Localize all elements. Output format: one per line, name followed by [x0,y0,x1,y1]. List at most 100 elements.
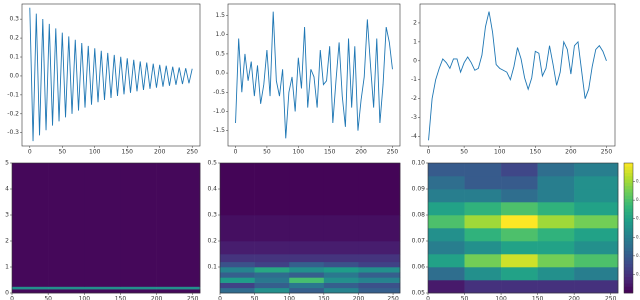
heatmap-cell [574,202,619,216]
heatmap-cell [464,254,502,268]
heatmap-cell [574,241,619,255]
colorbar-tick-label: 0.2 [636,253,640,258]
heatmap-cell [501,254,538,268]
heatmap-cell [220,163,255,216]
heatmap-cell [537,202,575,216]
heatmap-cell [501,176,538,190]
colorbar-band [624,163,633,167]
heatmap-cell [120,163,157,287]
heatmap-cell [537,176,575,190]
heatmap-cell [428,254,465,268]
heatmap-cell [220,267,255,273]
x-tick-label: 150 [318,296,330,300]
heatmap-cell [289,254,325,263]
x-tick-label: 100 [494,149,506,156]
axes-frame [219,162,401,294]
heatmap-cell [12,289,49,294]
heatmap-cell [464,267,502,281]
x-tick-label: 250 [387,149,399,156]
heatmap-cell [156,289,201,294]
x-tick-label: 100 [284,296,296,300]
colorbar-band [624,182,633,187]
colorbar-band [624,176,633,180]
colorbar-tick-label: 0.5 [636,197,640,202]
colorbar-band [624,195,633,200]
y-tick-label: -0.1 [7,91,19,98]
colorbar-band [624,185,633,190]
colorbar-band [624,237,633,242]
heatmap-cell [84,289,121,294]
heatmap-cell [464,241,502,255]
heatmap-cell [537,267,575,281]
y-tick-label: 2 [413,19,417,26]
heatmap-cell [428,176,465,190]
colorbar-band [624,260,633,265]
heatmap-cell [574,189,619,203]
heatmap-cell [289,272,325,278]
heatmap-cell [574,163,619,177]
colorbar-band [624,228,633,232]
heatmap-cell [537,215,575,229]
x-tick-label: 200 [353,296,365,300]
y-tick-label: 0.10 [412,160,426,167]
heatmap-cell [428,241,465,255]
y-tick-label: -3 [411,114,417,121]
heatmap-cell [428,202,465,216]
heatmap-cell [156,163,201,287]
x-tick-label: 50 [58,149,66,156]
colorbar-band [624,218,633,222]
heatmap-cell [537,228,575,242]
heatmap-cell [156,286,201,290]
heatmap-cell [220,215,255,242]
heatmap-cell [464,176,502,190]
y-tick-label: 5 [5,160,9,167]
y-tick-label: 0 [413,57,417,64]
heatmap-cell [254,277,290,283]
heatmap-cell [220,241,255,255]
x-tick-label: 0 [218,296,222,300]
x-tick-label: 0 [427,149,431,156]
y-tick-label: 0.5 [207,160,217,167]
axes-frame [21,3,201,147]
y-tick-label: 1.0 [215,31,225,38]
heatmap-cell [501,189,538,203]
x-tick-label: 150 [530,149,542,156]
heatmap-cell [574,228,619,242]
colorbar-band [624,211,633,216]
heatmap-cell [464,280,502,294]
heatmap-cell [574,254,619,268]
heatmap-cell [501,280,538,294]
heatmap-cell [464,202,502,216]
x-tick-label: 200 [568,296,580,300]
x-tick-label: 200 [355,149,367,156]
heatmap-cell [501,202,538,216]
y-tick-label: 0.5 [215,50,225,57]
heatmap-cell [537,163,575,177]
heatmap-cell [323,277,359,283]
colorbar-band [624,289,633,294]
heatmap-cell [289,241,325,255]
x-tick-label: 200 [151,296,163,300]
colorbar-band [624,172,633,177]
heatmap-cell [12,286,49,290]
heatmap-cell [358,287,401,294]
y-tick-label: 0.3 [9,16,19,23]
heatmap-cell [323,163,359,216]
heatmap-cell [254,272,290,278]
heatmap-cell [323,267,359,273]
x-tick-label: 0 [426,296,430,300]
heatmap-cell [501,163,538,177]
heatmap-cell [428,228,465,242]
y-tick-label: 0.1 [9,54,19,61]
colorbar-band [624,179,633,183]
colorbar-band [624,244,633,248]
colorbar-band [624,257,633,261]
heatmap-cell [358,277,401,283]
y-tick-label: 0.07 [412,238,426,245]
heatmap-cell [48,163,85,287]
heatmap-cell [254,241,290,255]
x-tick-label: 150 [115,296,127,300]
axes-frame [427,162,619,294]
heatmap-cell [574,176,619,190]
